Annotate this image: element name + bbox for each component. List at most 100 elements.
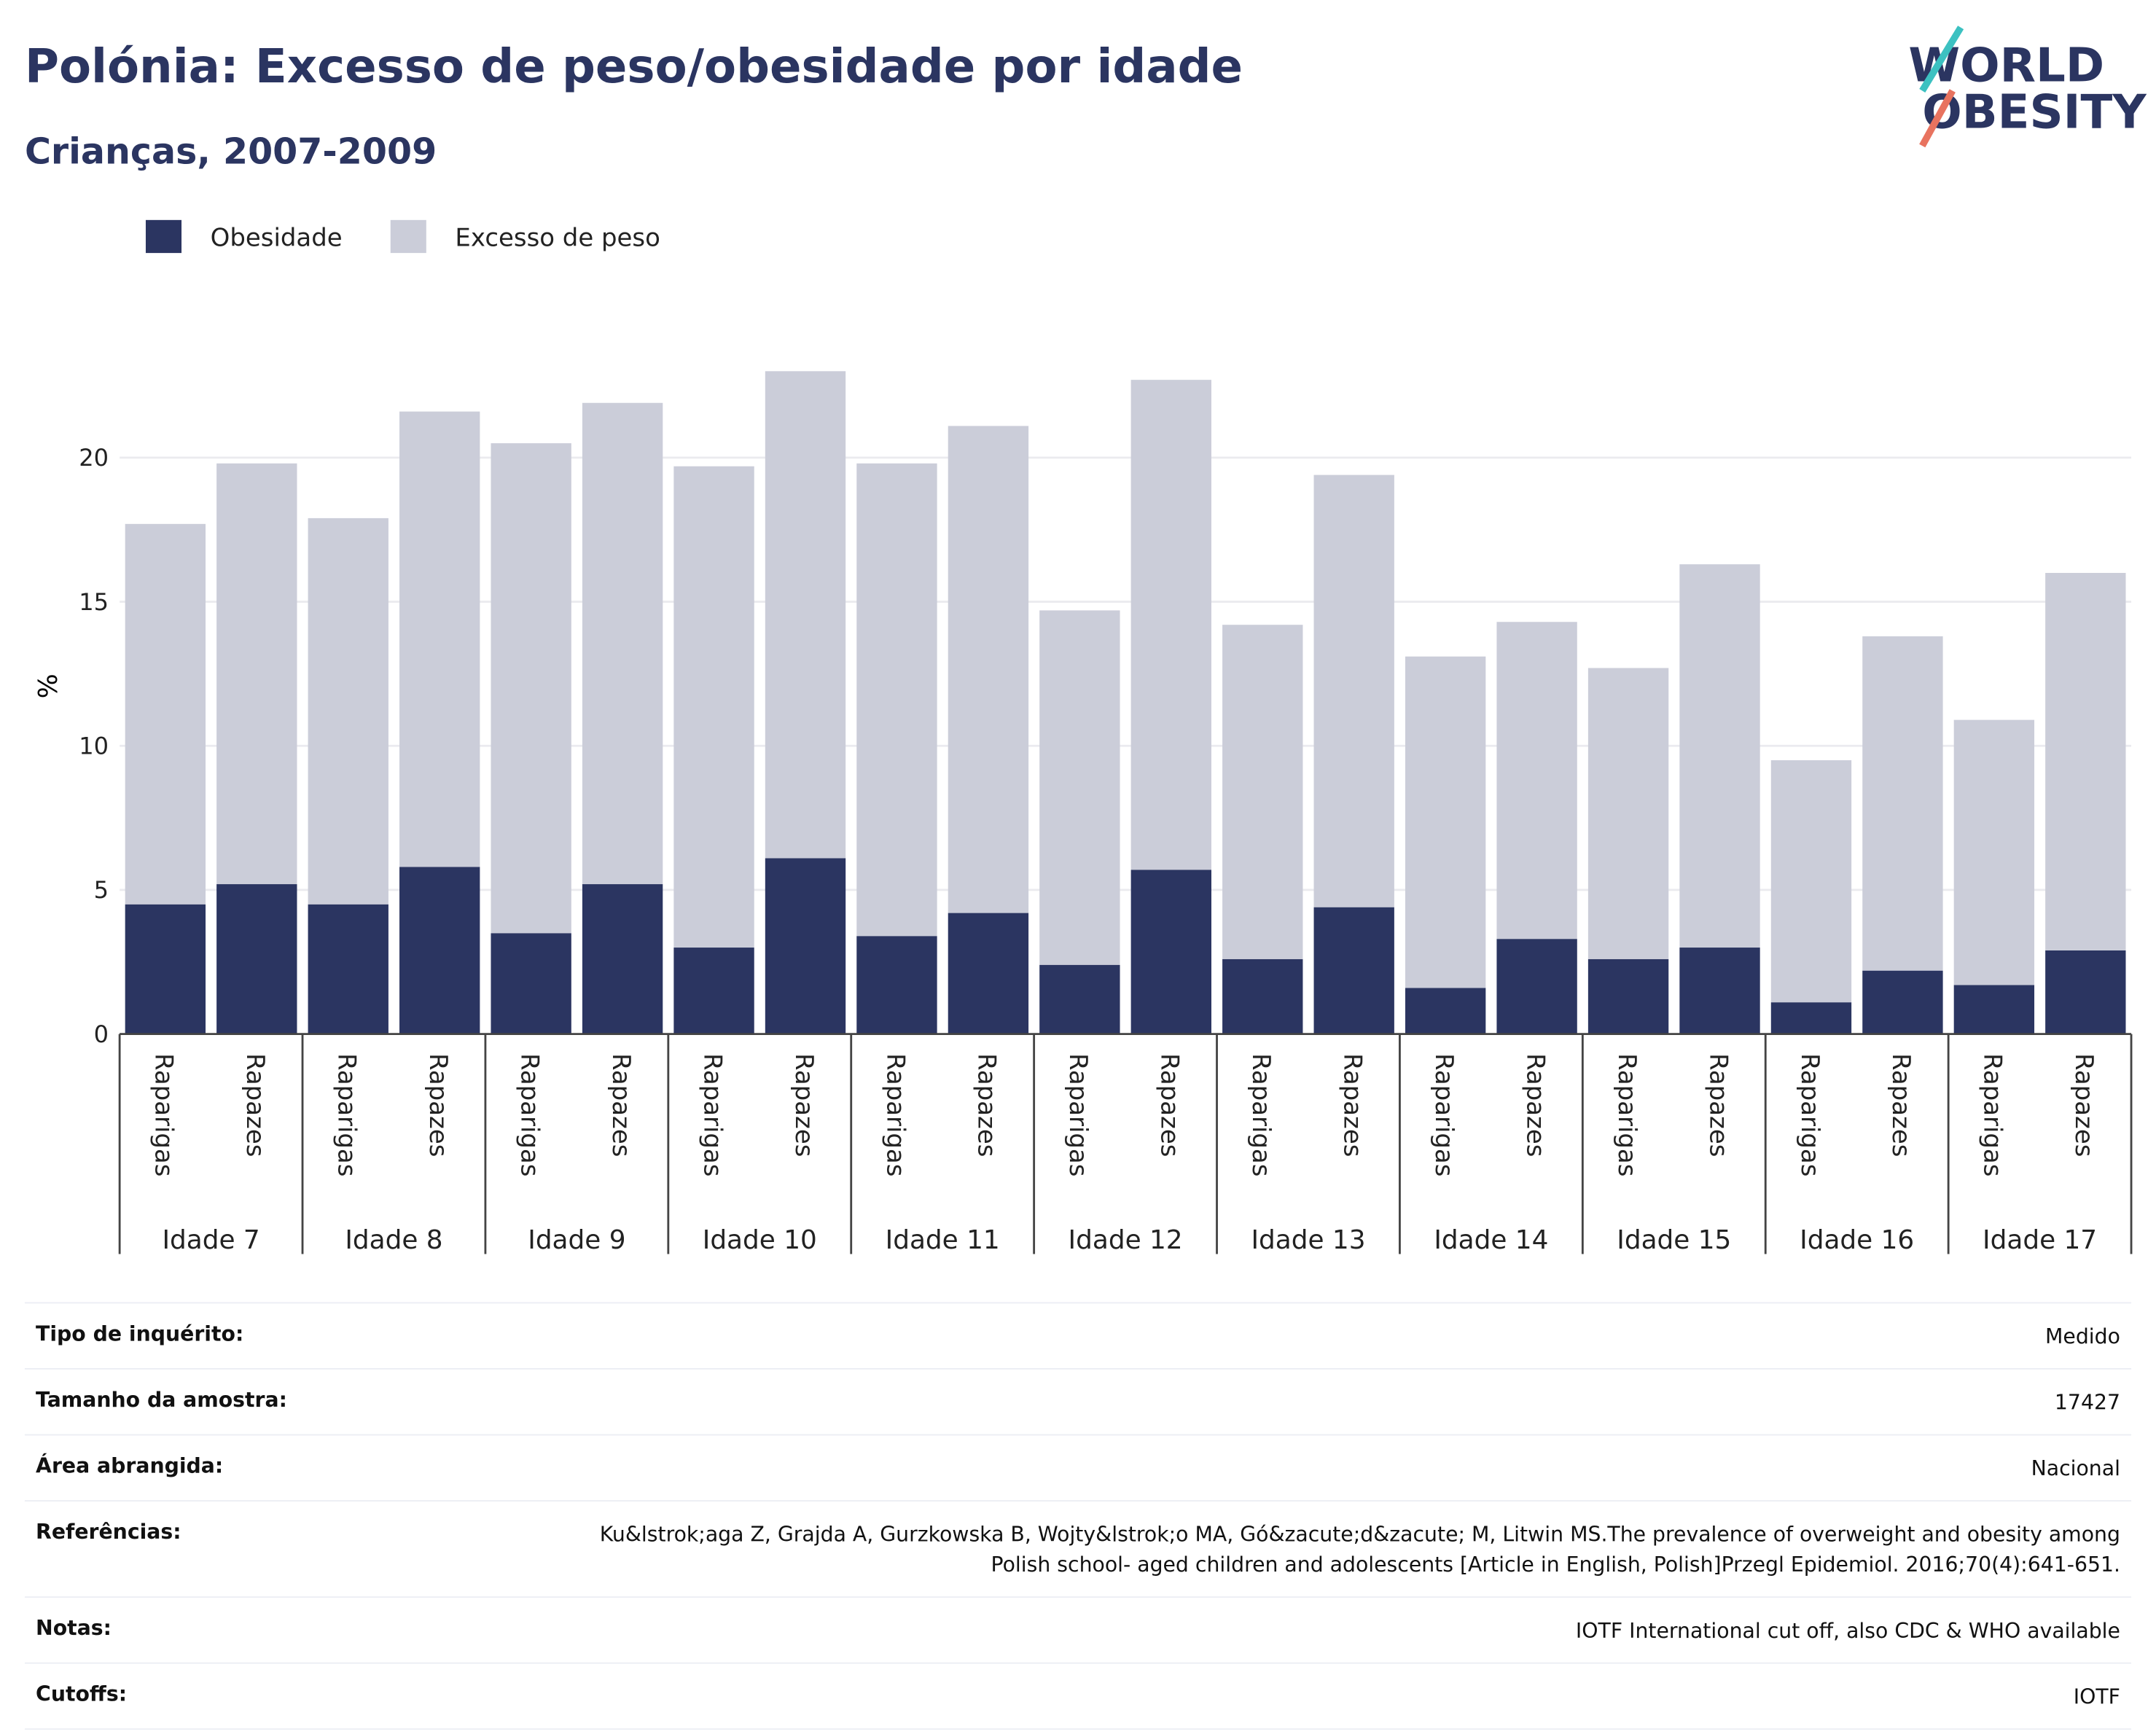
- bar-segment: [582, 884, 663, 1034]
- x-tick-label: Raparigas: [1429, 1053, 1458, 1176]
- bar-segment: [1953, 985, 2035, 1034]
- row-value: Nacional: [2031, 1456, 2120, 1481]
- chart-title: Polónia: Excesso de peso/obesidade por i…: [25, 39, 1243, 94]
- x-tick-label: Rapazes: [972, 1053, 1001, 1157]
- row-label: Tipo de inquérito:: [36, 1321, 244, 1346]
- bar-segment: [1679, 948, 1760, 1034]
- y-tick-label: 15: [79, 588, 109, 616]
- group-label: Idade 15: [1617, 1225, 1731, 1255]
- legend-swatch: [390, 219, 426, 254]
- bar-segment: [1587, 668, 1669, 959]
- x-tick-label: Raparigas: [515, 1053, 544, 1176]
- x-tick-label: Rapazes: [1886, 1053, 1915, 1157]
- bar-segment: [1222, 958, 1303, 1034]
- bar-segment: [125, 904, 206, 1034]
- table-row: Referências: Ku&lstrok;aga Z, Grajda A, G…: [24, 1500, 2132, 1596]
- bar-segment: [308, 904, 388, 1034]
- row-label: Notas:: [36, 1615, 112, 1641]
- bar-segment: [399, 867, 480, 1034]
- bar-segment: [856, 936, 937, 1034]
- group-label: Idade 9: [528, 1225, 625, 1255]
- x-tick-label: Raparigas: [1246, 1053, 1276, 1176]
- bar-segment: [2045, 573, 2126, 950]
- bar-segment: [765, 858, 846, 1034]
- logo-slash: [1919, 89, 1956, 148]
- row-label: Tamanho da amostra:: [36, 1387, 287, 1413]
- x-tick-label: Rapazes: [2069, 1053, 2098, 1157]
- table-row: Notas: IOTF International cut off, also C…: [24, 1596, 2132, 1663]
- bar-segment: [216, 884, 297, 1034]
- x-tick-label: Raparigas: [149, 1053, 179, 1176]
- group-label: Idade 8: [345, 1225, 442, 1255]
- row-label: Referências:: [36, 1519, 181, 1544]
- group-label: Idade 11: [886, 1225, 1000, 1255]
- bar-segment: [399, 411, 480, 867]
- group-label: Idade 12: [1069, 1225, 1183, 1255]
- x-tick-label: Rapazes: [1703, 1053, 1733, 1157]
- y-axis-label: %: [34, 673, 63, 698]
- bar-segment: [216, 463, 297, 885]
- bar-segment: [948, 913, 1029, 1034]
- bar-segment: [1587, 958, 1669, 1034]
- y-tick-label: 5: [94, 876, 109, 904]
- bar-segment: [765, 371, 846, 859]
- group-label: Idade 10: [703, 1225, 817, 1255]
- x-tick-label: Raparigas: [698, 1053, 727, 1176]
- x-tick-label: Raparigas: [1978, 1053, 2007, 1176]
- table-row: Área abrangida: Nacional: [24, 1434, 2132, 1501]
- y-tick-label: 20: [79, 444, 109, 472]
- x-tick-label: Rapazes: [1520, 1053, 1550, 1157]
- table-row: Cutoffs: IOTF: [24, 1662, 2132, 1730]
- row-value: IOTF: [2073, 1684, 2120, 1709]
- x-tick-label: Raparigas: [332, 1053, 362, 1176]
- table-row: Tamanho da amostra: 17427: [24, 1368, 2132, 1434]
- x-tick-label: Rapazes: [606, 1053, 636, 1157]
- bar-segment: [673, 466, 754, 948]
- bar-segment: [1039, 610, 1120, 965]
- bar-segment: [1313, 474, 1394, 907]
- bar-segment: [2045, 950, 2126, 1034]
- logo-text: OBESITY: [1922, 85, 2147, 139]
- bar-segment: [1405, 988, 1486, 1034]
- row-value: Medido: [2045, 1324, 2120, 1349]
- x-tick-label: Raparigas: [1063, 1053, 1093, 1176]
- bar-segment: [1862, 970, 1943, 1034]
- x-tick-label: Rapazes: [789, 1053, 819, 1157]
- x-tick-label: Rapazes: [423, 1053, 453, 1157]
- bar-segment: [1313, 907, 1394, 1034]
- bar-segment: [308, 518, 388, 905]
- row-value: 17427: [2054, 1390, 2120, 1415]
- bar-segment: [1496, 939, 1577, 1034]
- bar-segment: [1496, 622, 1577, 940]
- bar-segment: [491, 933, 571, 1034]
- group-label: Idade 13: [1251, 1225, 1365, 1255]
- group-label: Idade 16: [1800, 1225, 1914, 1255]
- bar-segment: [125, 523, 206, 905]
- bar-segment: [1770, 1002, 1852, 1034]
- logo-slash: [1919, 26, 1964, 93]
- chart-subtitle: Crianças, 2007-2009: [25, 130, 437, 172]
- bar-segment: [1953, 719, 2035, 985]
- group-label: Idade 14: [1434, 1225, 1548, 1255]
- y-tick-label: 0: [94, 1020, 109, 1048]
- x-tick-label: Raparigas: [1612, 1053, 1641, 1176]
- bar-segment: [1679, 564, 1760, 948]
- row-label: Área abrangida:: [36, 1453, 224, 1478]
- bar-segment: [673, 948, 754, 1034]
- info-table: Tipo de inquérito: Medido Tamanho da amost…: [24, 1302, 2132, 1730]
- bar-segment: [582, 402, 663, 885]
- bar-segment: [1039, 964, 1120, 1034]
- x-tick-label: Raparigas: [1795, 1053, 1824, 1176]
- bar-segment: [1222, 625, 1303, 959]
- x-tick-label: Rapazes: [1155, 1053, 1184, 1157]
- bar-segment: [1770, 760, 1852, 1003]
- x-tick-label: Rapazes: [241, 1053, 270, 1157]
- bar-segment: [856, 463, 937, 937]
- row-value: IOTF International cut off, also CDC & W…: [1575, 1618, 2120, 1644]
- bar-segment: [1130, 380, 1211, 870]
- bar-segment: [491, 443, 571, 934]
- group-label: Idade 17: [1983, 1225, 2097, 1255]
- row-label: Cutoffs:: [36, 1682, 128, 1707]
- row-value: Ku&lstrok;aga Z, Grajda A, Gurzkowska B,…: [599, 1522, 2120, 1577]
